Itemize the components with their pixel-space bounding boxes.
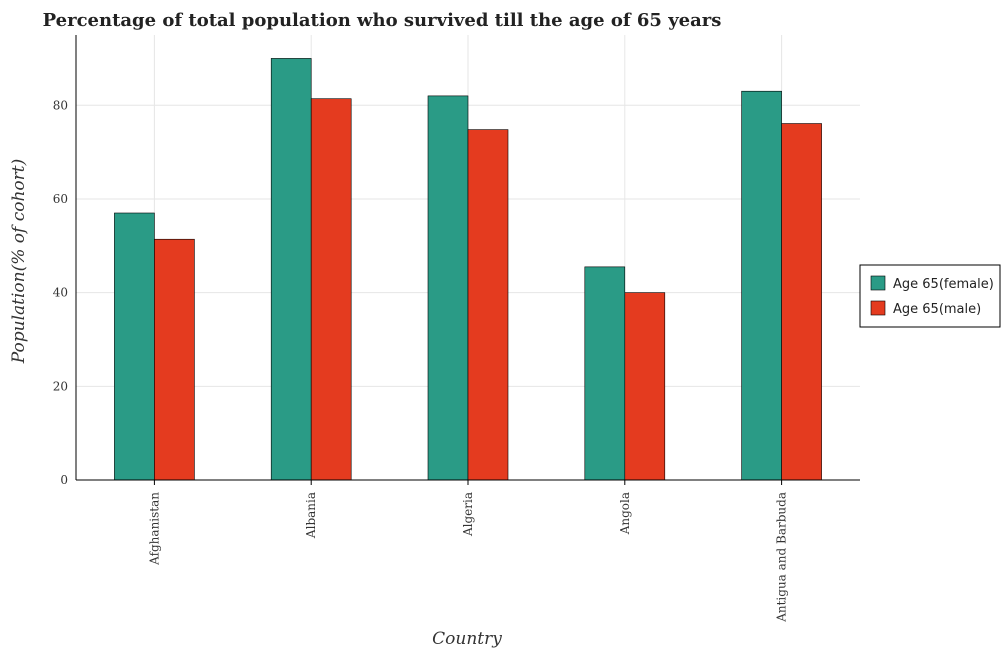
legend: Age 65(female) Age 65(male) bbox=[859, 264, 1001, 328]
y-axis-label: Population(% of cohort) bbox=[9, 159, 29, 365]
bar-female bbox=[427, 95, 469, 481]
bar-female bbox=[270, 58, 312, 481]
chart-title: Percentage of total population who survi… bbox=[43, 10, 722, 31]
bar-female bbox=[741, 90, 782, 481]
bar-male bbox=[310, 98, 352, 481]
bars bbox=[114, 58, 822, 481]
bar-female bbox=[584, 266, 626, 481]
y-ticks: 0 20 40 60 80 bbox=[53, 98, 68, 487]
legend-label: Age 65(female) bbox=[893, 277, 994, 292]
y-tick-label: 60 bbox=[53, 192, 68, 206]
x-tick-label: Algeria bbox=[461, 492, 475, 537]
bar-male bbox=[467, 129, 509, 481]
x-ticks: Afghanistan Albania Algeria Angola Antigua a… bbox=[147, 480, 789, 623]
y-tick-label: 80 bbox=[53, 98, 68, 112]
legend-label: Age 65(male) bbox=[893, 302, 981, 317]
x-tick-label: Antigua and Barbuda bbox=[775, 492, 789, 623]
x-tick-label: Angola bbox=[618, 492, 632, 535]
bar-male bbox=[781, 123, 822, 481]
y-tick-label: 0 bbox=[60, 473, 68, 487]
legend-swatch bbox=[870, 300, 886, 316]
y-tick-label: 40 bbox=[53, 286, 68, 300]
bar-male bbox=[624, 292, 666, 481]
bar-male bbox=[154, 238, 195, 481]
bar-female bbox=[114, 212, 155, 481]
x-axis-label: Country bbox=[432, 629, 502, 649]
legend-swatch bbox=[870, 275, 886, 291]
x-tick-label: Afghanistan bbox=[147, 492, 161, 566]
x-tick-label: Albania bbox=[304, 492, 318, 539]
legend-box bbox=[859, 264, 1001, 328]
y-tick-label: 20 bbox=[53, 379, 68, 393]
